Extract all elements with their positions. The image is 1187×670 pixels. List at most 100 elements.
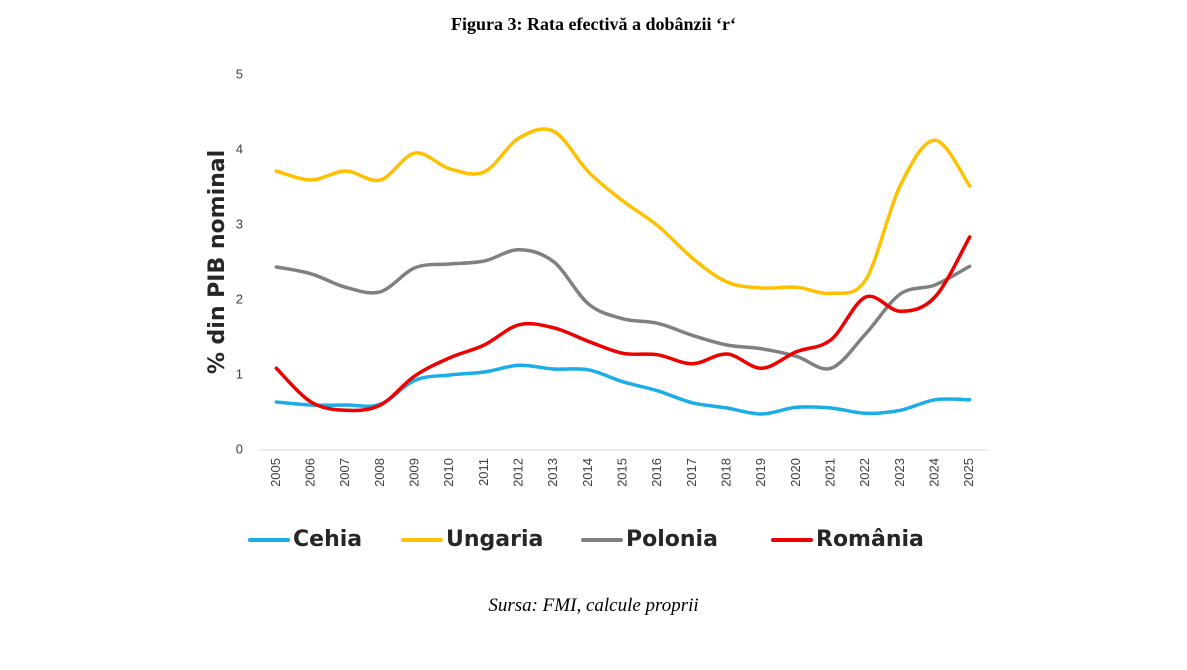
data-point-romania (968, 235, 972, 239)
data-point-polonia (794, 354, 798, 358)
data-point-ungaria (794, 285, 798, 289)
data-point-polonia (690, 333, 694, 337)
data-point-romania (725, 352, 729, 356)
x-tick-label: 2014 (580, 458, 595, 487)
data-point-ungaria (933, 138, 937, 142)
legend-item-romania: România (771, 527, 924, 552)
x-tick-label: 2021 (822, 458, 837, 487)
data-point-romania (482, 343, 486, 347)
data-point-romania (552, 326, 556, 330)
x-tick-label: 2025 (961, 458, 976, 487)
data-point-ungaria (309, 178, 313, 182)
legend-label: Cehia (293, 527, 362, 552)
y-tick-label: 3 (236, 216, 243, 231)
data-point-polonia (968, 264, 972, 268)
data-point-cehia (552, 367, 556, 371)
data-point-cehia (864, 411, 868, 415)
data-point-romania (309, 400, 313, 404)
data-point-cehia (517, 363, 521, 367)
data-point-polonia (864, 332, 868, 336)
data-point-romania (378, 403, 382, 407)
data-point-polonia (482, 259, 486, 263)
data-point-cehia (344, 403, 348, 407)
x-tick-label: 2009 (406, 458, 421, 487)
data-point-romania (274, 366, 278, 370)
x-tick-label: 2013 (545, 458, 560, 487)
data-point-cehia (794, 405, 798, 409)
data-point-cehia (448, 373, 452, 377)
legend-item-ungaria: Ungaria (401, 527, 543, 552)
data-point-polonia (725, 343, 729, 347)
x-tick-label: 2020 (788, 458, 803, 487)
data-point-cehia (968, 398, 972, 402)
data-point-polonia (656, 321, 660, 325)
data-point-polonia (309, 272, 313, 276)
data-point-ungaria (586, 170, 590, 174)
data-point-polonia (413, 266, 417, 270)
y-axis-ticks: 0 1 2 3 4 5 (236, 66, 243, 456)
data-point-cehia (482, 370, 486, 374)
data-point-romania (621, 351, 625, 355)
data-point-ungaria (760, 286, 764, 290)
y-tick-label: 4 (236, 141, 243, 156)
series-line-romania (274, 235, 972, 413)
data-point-romania (898, 309, 902, 313)
data-point-ungaria (968, 184, 972, 188)
x-tick-label: 2016 (649, 458, 664, 487)
x-tick-label: 2022 (857, 458, 872, 487)
data-point-polonia (274, 265, 278, 269)
data-point-cehia (690, 401, 694, 405)
x-tick-label: 2006 (302, 458, 317, 487)
data-point-polonia (933, 283, 937, 287)
x-tick-label: 2007 (337, 458, 352, 487)
data-point-romania (448, 356, 452, 360)
data-point-ungaria (898, 183, 902, 187)
data-point-ungaria (274, 169, 278, 173)
legend-label: România (816, 527, 924, 552)
data-point-polonia (448, 262, 452, 266)
data-point-cehia (898, 408, 902, 412)
data-point-ungaria (482, 170, 486, 174)
legend-label: Polonia (626, 527, 718, 552)
data-point-ungaria (378, 178, 382, 182)
x-axis-ticks: 2005 2006 2007 2008 2009 2010 2011 2012 2013 2014… (268, 458, 976, 487)
data-point-cehia (586, 368, 590, 372)
data-point-romania (760, 366, 764, 370)
data-point-ungaria (656, 224, 660, 228)
legend-label: Ungaria (446, 527, 543, 552)
x-tick-label: 2012 (510, 458, 525, 487)
x-tick-label: 2005 (268, 458, 283, 487)
data-point-ungaria (864, 278, 868, 282)
x-tick-label: 2019 (753, 458, 768, 487)
x-tick-label: 2011 (476, 458, 491, 486)
y-tick-label: 1 (236, 366, 243, 381)
data-point-polonia (552, 260, 556, 264)
legend-item-polonia: Polonia (581, 527, 718, 552)
data-point-polonia (760, 347, 764, 351)
data-point-ungaria (725, 280, 729, 284)
data-point-polonia (378, 290, 382, 294)
y-tick-label: 5 (236, 66, 243, 81)
series-lines (274, 127, 972, 416)
data-point-romania (864, 295, 868, 299)
y-axis-label: % din PIB nominal (205, 150, 230, 374)
figure-title: Figura 3: Rata efectivă a dobânzii ‘r‘ (451, 14, 736, 34)
data-point-cehia (725, 406, 729, 410)
data-point-cehia (656, 389, 660, 393)
legend: Cehia Ungaria Polonia România (248, 527, 924, 552)
data-point-ungaria (552, 129, 556, 133)
source-note: Sursa: FMI, calcule proprii (488, 595, 699, 616)
series-line-ungaria (274, 127, 972, 296)
data-point-ungaria (621, 199, 625, 203)
data-point-romania (933, 295, 937, 299)
data-point-cehia (760, 412, 764, 416)
data-point-ungaria (829, 291, 833, 295)
x-tick-label: 2010 (441, 458, 456, 487)
data-point-romania (794, 350, 798, 354)
data-point-romania (690, 362, 694, 366)
data-point-romania (586, 339, 590, 343)
data-point-ungaria (517, 136, 521, 140)
data-point-cehia (933, 398, 937, 402)
data-point-romania (656, 353, 660, 357)
